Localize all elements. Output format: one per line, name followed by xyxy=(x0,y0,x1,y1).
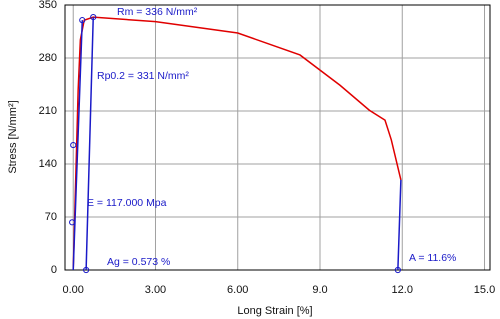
marker xyxy=(69,219,76,226)
x-tick-label: 0.00 xyxy=(63,284,84,296)
x-tick-label: 12.0 xyxy=(392,284,413,296)
x-tick-label: 6.00 xyxy=(227,284,248,296)
y-tick-label: 140 xyxy=(39,158,57,170)
y-tick-label: 210 xyxy=(39,105,57,117)
x-tick-label: 15.0 xyxy=(474,284,495,296)
marker xyxy=(83,266,90,274)
series-line xyxy=(72,17,402,271)
annotation: Rm = 336 N/mm² xyxy=(117,6,198,18)
marker xyxy=(394,266,401,274)
x-axis-label: Long Strain [%] xyxy=(237,305,312,317)
plot-border xyxy=(64,4,491,271)
marker xyxy=(90,14,97,21)
marker xyxy=(70,141,77,149)
series-line xyxy=(72,16,402,271)
y-axis-label: Stress [N/mm²] xyxy=(7,100,19,173)
x-tick-label: 3.00 xyxy=(145,284,166,296)
marker xyxy=(79,17,86,24)
annotation: Rp0.2 = 331 N/mm² xyxy=(97,70,189,82)
y-tick-label: 0 xyxy=(51,264,57,276)
y-tick-label: 70 xyxy=(45,211,57,223)
annotation: E = 117.000 Mpa xyxy=(87,197,167,209)
y-tick-label: 280 xyxy=(39,52,57,64)
annotation: A = 11.6% xyxy=(409,252,456,264)
x-tick-label: 9.0 xyxy=(312,284,327,296)
y-tick-label: 350 xyxy=(39,0,57,11)
annotation: Ag = 0.573 % xyxy=(107,256,170,268)
